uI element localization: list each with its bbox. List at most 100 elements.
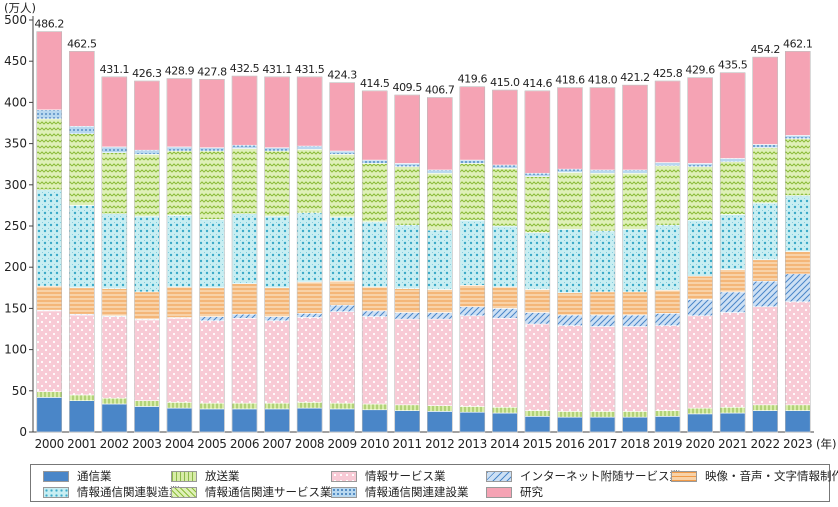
bar-segment [101, 152, 128, 214]
bar-segment [361, 163, 388, 223]
bar-segment [687, 413, 713, 433]
bar-segment [231, 317, 258, 404]
bar-outline [557, 87, 583, 433]
bar-segment [459, 86, 486, 161]
legend-label: 研究 [520, 485, 543, 499]
y-tick-label: 0 [19, 425, 27, 439]
legend-item: 情報通信関連製造業 [43, 484, 181, 500]
legend-item: 情報通信関連サービス業 [171, 484, 332, 500]
legend-swatch [331, 486, 357, 498]
bar-segment [719, 412, 746, 433]
bar-segment [329, 311, 355, 404]
x-tick-label: 2015 [523, 437, 552, 451]
bar-segment [622, 169, 648, 174]
bar-segment [134, 400, 160, 407]
x-tick-label: 2012 [425, 437, 454, 451]
y-tick-label: 150 [4, 301, 27, 315]
x-tick-label: 2016 [555, 437, 584, 451]
bar-segment [199, 219, 225, 289]
bar-segment [784, 410, 811, 433]
bar-segment [524, 410, 551, 417]
bar-segment [361, 286, 388, 312]
bar-segment [231, 402, 258, 410]
bar-outline [36, 31, 63, 433]
legend-swatch [43, 470, 69, 482]
bar-segment [784, 135, 811, 139]
bar-segment [557, 411, 583, 418]
bar-segment [329, 304, 355, 312]
bar-outline [166, 78, 193, 433]
total-label: 425.8 [653, 67, 683, 80]
legend-label: 通信業 [77, 469, 112, 483]
bar-segment [264, 76, 290, 149]
bar-segment [459, 406, 486, 413]
bar-segment [329, 216, 355, 282]
bar-segment [36, 397, 63, 433]
bar-segment [36, 118, 63, 191]
bar-segment [459, 306, 486, 317]
bar-segment [296, 76, 323, 147]
legend-label: 映像・音声・文字情報制作業 [705, 469, 838, 483]
bar-segment [329, 154, 355, 218]
bar-segment [361, 403, 388, 411]
bar-segment [492, 317, 518, 408]
bar-segment [166, 402, 193, 409]
bar-segment [589, 291, 616, 316]
x-tick-label: 2007 [262, 437, 291, 451]
bar-segment [296, 281, 323, 314]
total-label: 462.5 [67, 37, 97, 50]
bar-segment [296, 145, 323, 150]
bar-segment [622, 291, 648, 316]
bars [36, 31, 811, 433]
bar-segment [752, 147, 778, 204]
bar-segment [784, 251, 811, 275]
bar-segment [589, 172, 616, 232]
bar-segment [166, 146, 193, 152]
bar-segment [101, 146, 128, 153]
bar-segment [622, 416, 648, 433]
total-label: 418.6 [555, 74, 585, 87]
bar-segment [492, 412, 518, 433]
bar-outline [492, 89, 518, 433]
x-tick-label: 2017 [588, 437, 617, 451]
bar-segment [101, 403, 128, 433]
bar-segment [622, 326, 648, 412]
bar-segment [134, 406, 160, 433]
x-tick-label: 2023 [783, 437, 812, 451]
bar-outline [199, 79, 225, 433]
bar-segment [69, 287, 95, 315]
bar-segment [199, 402, 225, 410]
bar-segment [784, 138, 811, 196]
bar-segment [589, 416, 616, 433]
bar-segment [264, 150, 290, 217]
bar-segment [622, 314, 648, 327]
bar-segment [394, 163, 421, 167]
total-label: 424.3 [327, 69, 357, 82]
total-label: 431.1 [100, 63, 130, 76]
bar-segment [199, 320, 225, 404]
bar-segment [459, 219, 486, 286]
legend-label: 情報通信関連サービス業 [205, 485, 332, 499]
bar-outline [134, 80, 160, 433]
legend-item: 放送業 [171, 468, 240, 484]
y-tick-label: 350 [4, 137, 27, 151]
legend-swatch [43, 486, 69, 498]
bar-segment [329, 150, 355, 155]
bar-segment [361, 90, 388, 161]
x-tick-label: 2008 [295, 437, 324, 451]
bar-segment [492, 286, 518, 309]
y-tick-label: 400 [4, 95, 27, 109]
bar-segment [394, 94, 421, 164]
x-tick-label: 2010 [360, 437, 389, 451]
bar-segment [719, 312, 746, 408]
total-label: 432.5 [230, 62, 260, 75]
bar-segment [36, 31, 63, 111]
legend: 通信業 放送業 情報サービス業 インターネット附随サービス業 映像・音声・文字情報制作業… [30, 464, 838, 502]
bar-outline [589, 87, 616, 433]
bar-segment [36, 109, 63, 120]
bar-segment [394, 410, 421, 433]
bar-segment [134, 319, 160, 401]
bar-outline [719, 72, 746, 433]
bar-segment [36, 391, 63, 398]
bar-segment [687, 315, 713, 409]
